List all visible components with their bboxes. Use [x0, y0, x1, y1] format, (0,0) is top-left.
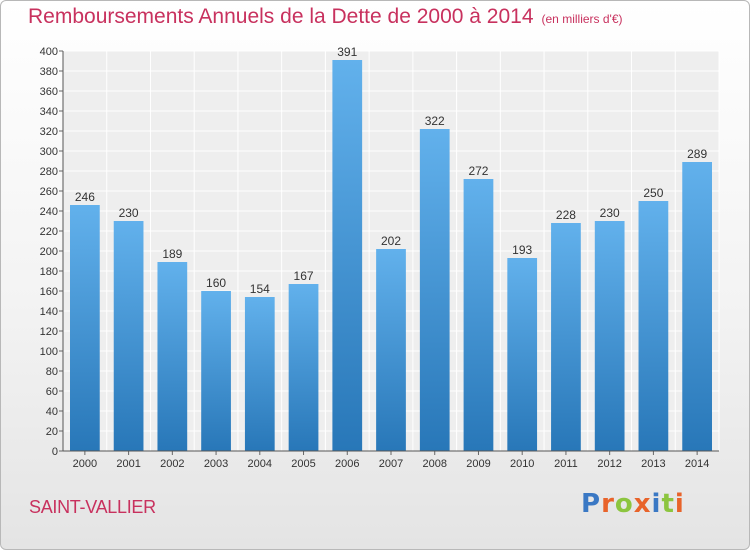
y-tick-label: 360 [40, 86, 58, 98]
x-tick-label: 2013 [641, 458, 665, 470]
bar-value-label: 193 [512, 243, 532, 257]
logo-letter: P [581, 489, 602, 519]
bar [157, 262, 188, 451]
bar-value-label: 189 [162, 247, 182, 261]
bar-value-label: 230 [600, 206, 620, 220]
bar [288, 284, 319, 451]
y-tick-label: 60 [46, 386, 58, 398]
x-tick-label: 2000 [73, 458, 97, 470]
bar [507, 258, 538, 451]
x-tick-label: 2012 [597, 458, 621, 470]
y-tick-label: 260 [40, 186, 58, 198]
chart-title: Remboursements Annuels de la Dette de 20… [28, 5, 623, 29]
chart-unit-note: (en milliers d'€) [541, 12, 623, 26]
x-tick-label: 2009 [466, 458, 490, 470]
bar [376, 249, 406, 451]
y-tick-label: 320 [40, 126, 58, 138]
place-name: SAINT-VALLIER [29, 497, 156, 517]
x-tick-label: 2004 [248, 458, 272, 470]
bar [551, 223, 581, 451]
bar-value-label: 154 [250, 282, 270, 296]
bar-value-label: 391 [337, 45, 357, 59]
bar-value-label: 228 [556, 208, 576, 222]
bar [463, 179, 494, 451]
bar [594, 221, 625, 451]
bar-value-label: 160 [206, 276, 226, 290]
x-tick-label: 2014 [685, 458, 709, 470]
bar [113, 221, 144, 451]
x-tick-label: 2006 [335, 458, 359, 470]
y-tick-label: 160 [40, 286, 58, 298]
logo-letter: r [601, 489, 615, 519]
y-tick-label: 280 [40, 166, 58, 178]
bars: 246 230 189 160 154 167 391 202 322 272 193 228 230 2… [69, 45, 713, 451]
x-tick-label: 2001 [116, 458, 140, 470]
bar-value-label: 322 [425, 114, 445, 128]
y-tick-label: 140 [40, 306, 58, 318]
y-tick-label: 0 [52, 446, 58, 458]
bar [682, 162, 713, 451]
x-tick-label: 2007 [379, 458, 403, 470]
x-tick-label: 2011 [554, 458, 578, 470]
y-tick-label: 40 [46, 406, 58, 418]
bar-value-label: 230 [119, 206, 139, 220]
chart-title-text: Remboursements Annuels de la Dette de 20… [28, 5, 534, 28]
x-tick-label: 2002 [160, 458, 184, 470]
bar-value-label: 202 [381, 234, 401, 248]
y-tick-label: 20 [46, 426, 58, 438]
logo-letter: o [614, 489, 634, 519]
bar [638, 201, 669, 451]
logo-letter: x [633, 489, 652, 519]
y-tick-label: 220 [40, 226, 58, 238]
bar-value-label: 250 [643, 186, 663, 200]
x-tick-label: 2003 [204, 458, 228, 470]
bar-value-label: 272 [468, 164, 488, 178]
bar-value-label: 167 [294, 269, 314, 283]
y-tick-label: 340 [40, 106, 58, 118]
x-tick-label: 2008 [422, 458, 446, 470]
y-tick-label: 380 [40, 66, 58, 78]
y-tick-label: 300 [40, 146, 58, 158]
bar [244, 297, 275, 451]
bar-value-label: 289 [687, 147, 707, 161]
y-tick-label: 240 [40, 206, 58, 218]
y-tick-label: 100 [40, 346, 58, 358]
x-tick-label: 2010 [510, 458, 534, 470]
bar [201, 291, 231, 451]
y-tick-label: 180 [40, 266, 58, 278]
logo-letter: i [651, 489, 662, 519]
bar-value-label: 246 [75, 190, 95, 204]
logo-letter: i [674, 489, 685, 519]
bar [419, 129, 450, 451]
logo-letter: t [661, 489, 675, 519]
bar [69, 205, 100, 451]
x-tick-label: 2005 [291, 458, 315, 470]
proxiti-logo: Proxiti [581, 489, 685, 519]
bar [332, 60, 363, 451]
y-tick-label: 400 [40, 46, 58, 58]
axes: 0 20 40 60 80 100 120 140 160 180 200 220 240 260 280 3… [40, 46, 719, 470]
y-tick-label: 200 [40, 246, 58, 258]
y-tick-label: 80 [46, 366, 58, 378]
y-tick-label: 120 [40, 326, 58, 338]
